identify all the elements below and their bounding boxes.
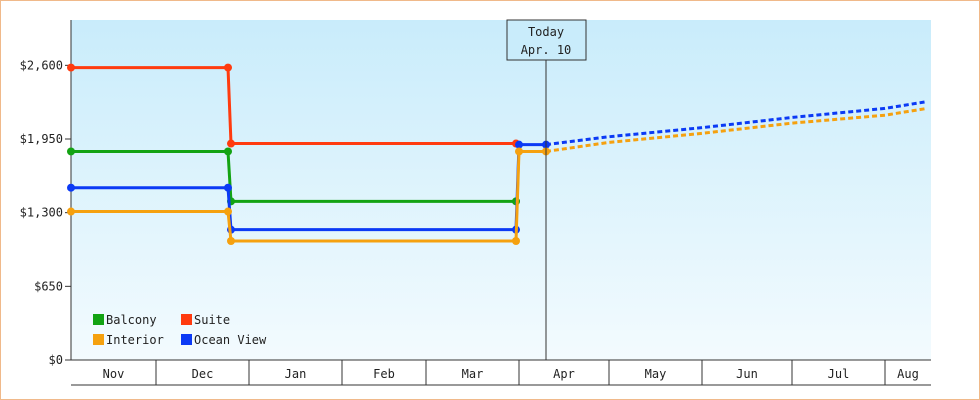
x-tick-label: May (645, 367, 667, 381)
x-tick-label: Feb (373, 367, 395, 381)
x-tick-label: Apr (553, 367, 575, 381)
ocean-view-point (67, 183, 75, 192)
interior-point (67, 207, 75, 216)
today-marker: Today Apr. 10 (506, 19, 587, 360)
ocean-view-point (515, 140, 523, 149)
today-label: Today (528, 25, 564, 39)
plot-area (71, 20, 931, 360)
legend-label-suite: Suite (194, 313, 230, 327)
suite-point (67, 63, 75, 72)
ocean-view-forecast-line (545, 100, 928, 147)
ocean-view-line (71, 143, 546, 232)
balcony-point (224, 147, 232, 156)
balcony-line (71, 149, 516, 203)
legend-swatch-suite (181, 314, 192, 325)
suite-line (71, 66, 516, 146)
x-tick-label: Nov (103, 367, 125, 381)
legend-label-ocean-view: Ocean View (194, 333, 267, 347)
interior-point (512, 237, 520, 245)
legend-swatch-ocean-view (181, 334, 192, 345)
suite-point (227, 139, 235, 148)
suite-point (224, 63, 232, 72)
y-tick-label: $0 (49, 353, 63, 367)
x-tick-label: Mar (462, 367, 484, 381)
axes: $0 $650 $1,300 $1,950 $2,600 Nov Dec Jan Feb Mar A… (20, 20, 931, 386)
interior-point (515, 147, 523, 156)
legend-label-interior: Interior (106, 333, 164, 347)
x-tick-label: Jan (285, 367, 307, 381)
series-layer (67, 63, 928, 245)
x-tick-label: Aug (897, 367, 919, 381)
balcony-point (67, 147, 75, 156)
x-tick-label: Dec (192, 367, 214, 381)
legend-label-balcony: Balcony (106, 313, 157, 327)
legend-swatch-balcony (93, 314, 104, 325)
interior-forecast-line (545, 106, 928, 153)
legend: Balcony Suite Interior Ocean View (93, 313, 267, 347)
x-tick-label: Jul (828, 367, 850, 381)
y-tick-label: $1,950 (20, 132, 63, 146)
interior-point (224, 207, 232, 216)
ocean-view-point (224, 183, 232, 192)
today-box (506, 19, 587, 61)
y-tick-label: $1,300 (20, 206, 63, 220)
today-date: Apr. 10 (521, 43, 572, 57)
interior-line (71, 149, 546, 243)
y-tick-label: $650 (34, 279, 63, 293)
legend-swatch-interior (93, 334, 104, 345)
y-tick-label: $2,600 (20, 58, 63, 72)
x-tick-label: Jun (736, 367, 758, 381)
interior-point (227, 237, 235, 245)
